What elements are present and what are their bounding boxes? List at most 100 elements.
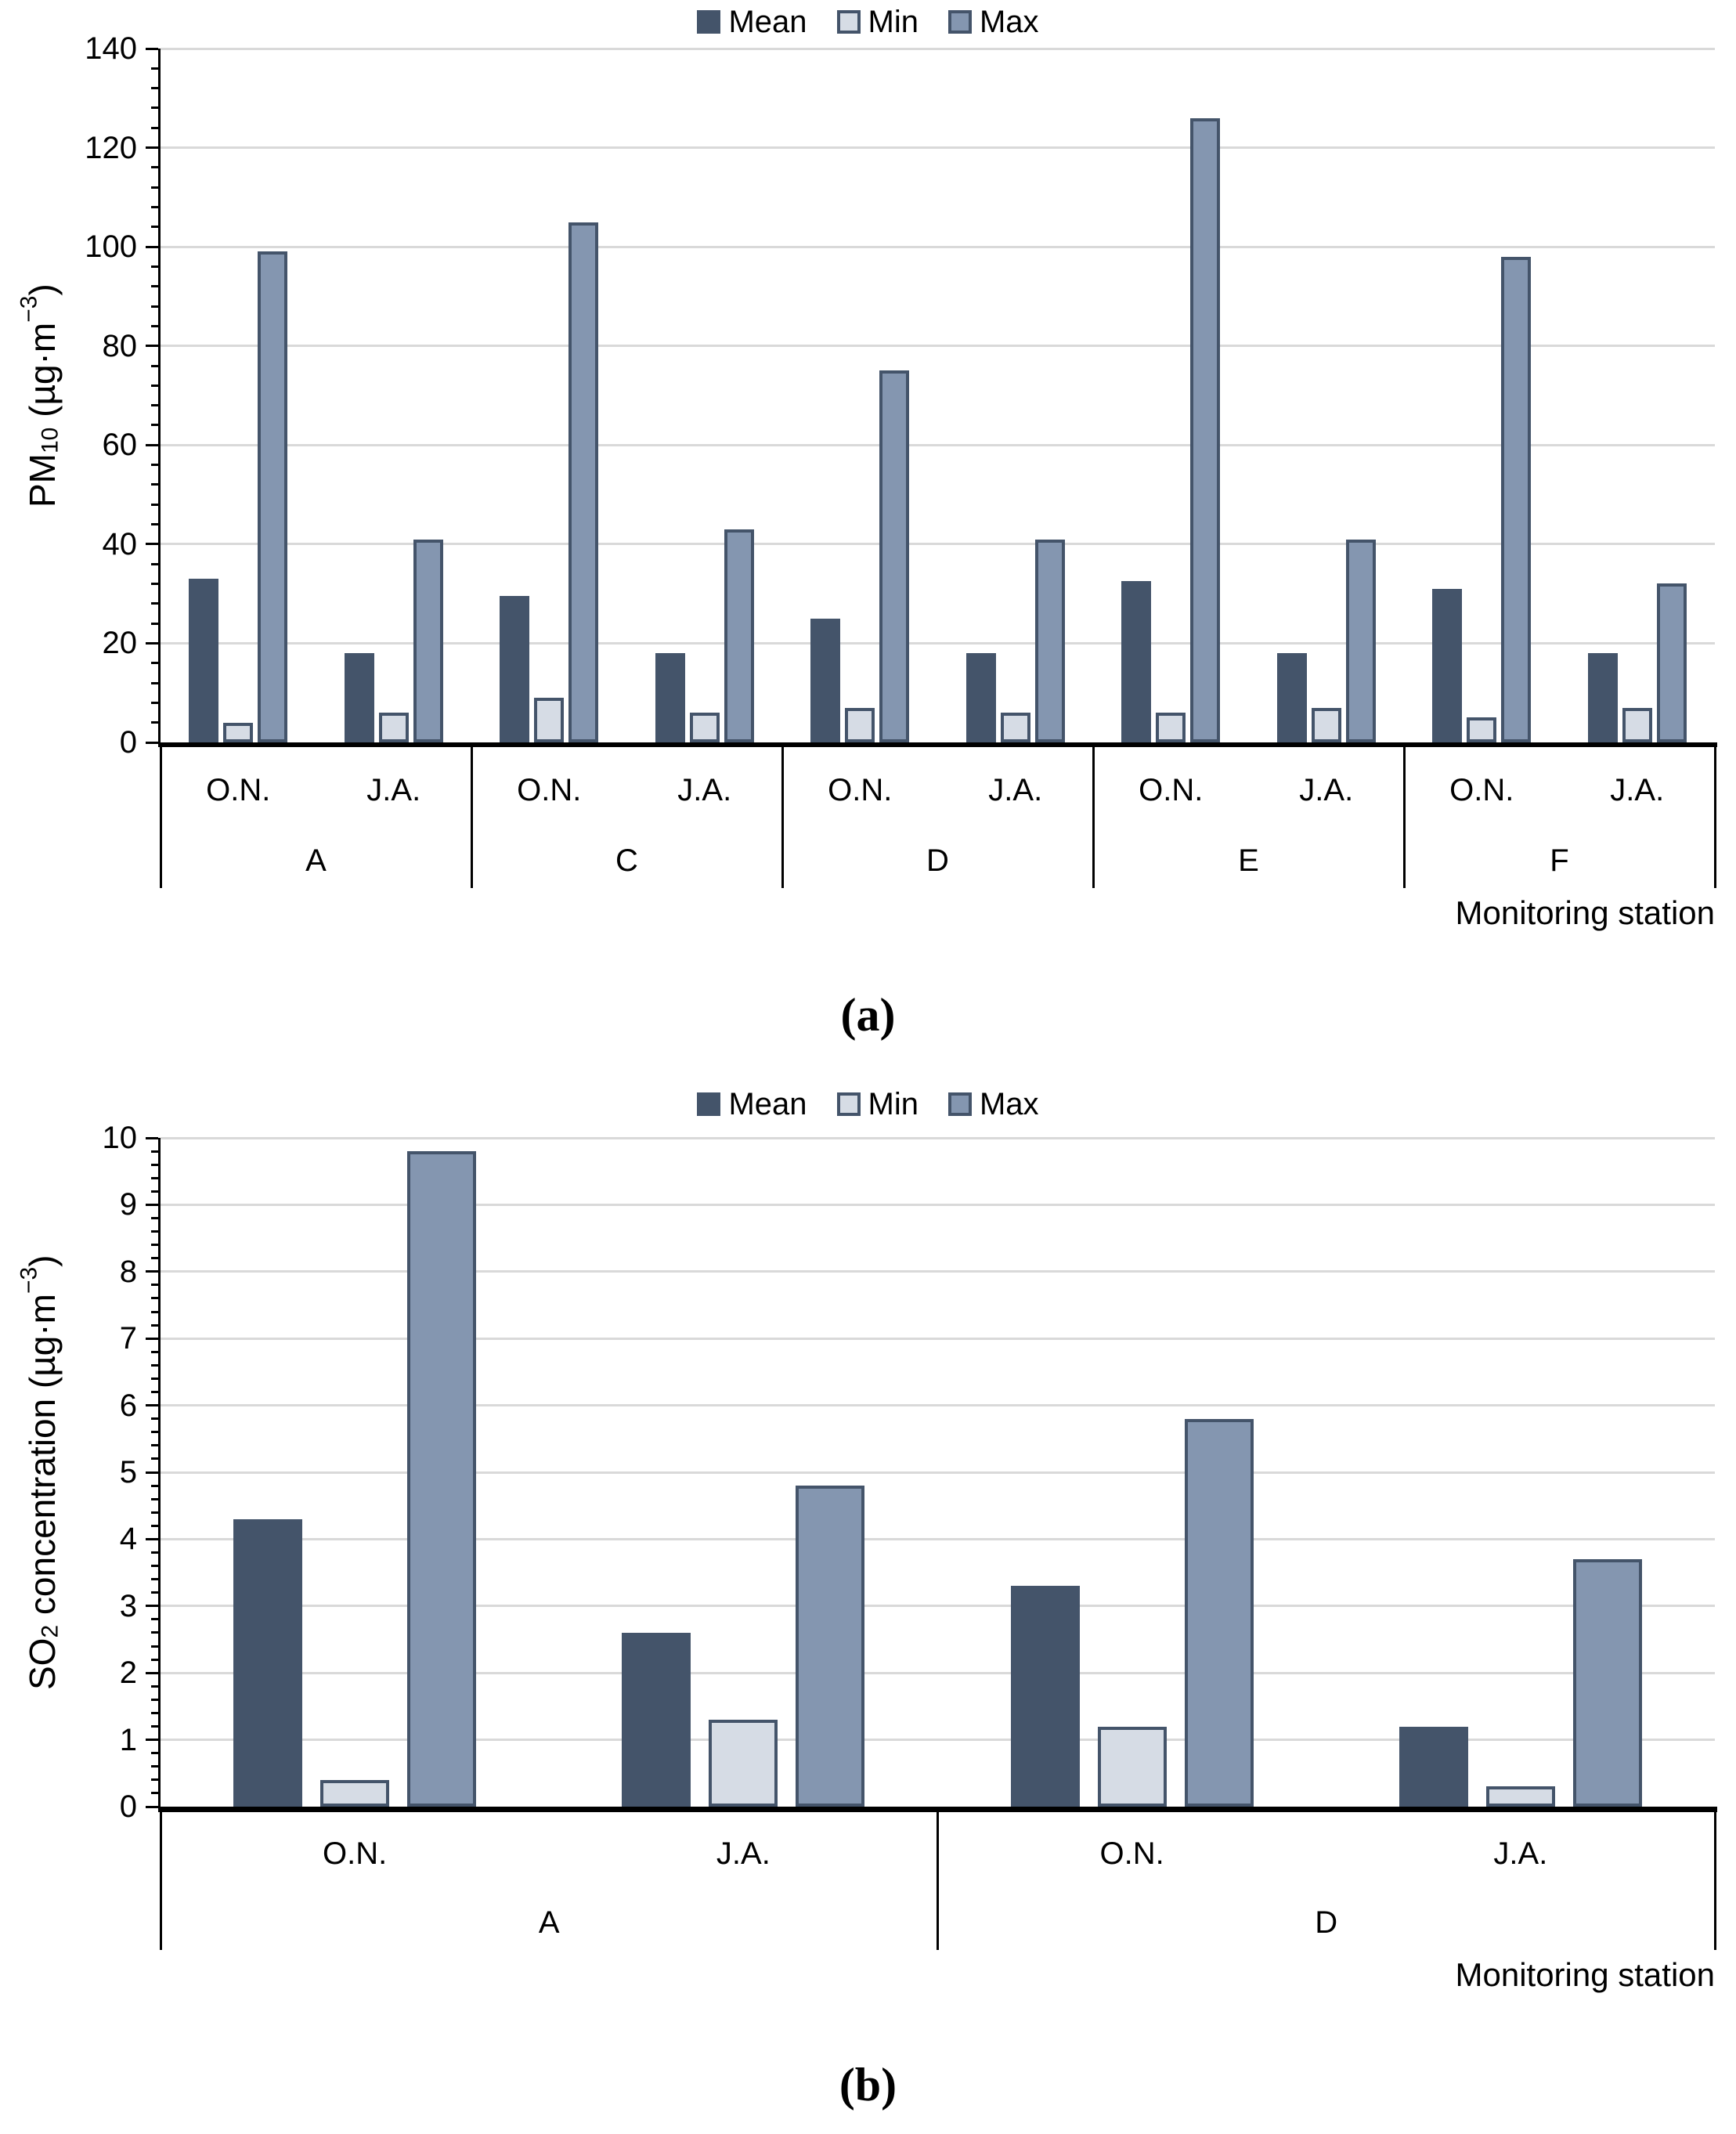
y-minor-tick — [151, 1363, 158, 1367]
legend-item-max: Max — [947, 1087, 1039, 1122]
station-label: A — [538, 1905, 560, 1940]
bar-max — [1572, 1559, 1642, 1807]
bar-mean — [500, 596, 530, 742]
y-tick-label: 2 — [119, 1656, 137, 1691]
y-major-tick — [146, 1471, 158, 1474]
y-major-tick — [146, 1537, 158, 1540]
bar-max — [879, 370, 910, 742]
y-tick-label: 80 — [102, 328, 138, 363]
y-tick-label: 120 — [85, 130, 137, 165]
y-minor-tick — [151, 1457, 158, 1461]
legend-label-mean: Mean — [728, 1086, 807, 1121]
y-minor-tick — [151, 1645, 158, 1648]
y-minor-tick — [151, 87, 158, 90]
bar-max — [796, 1486, 865, 1807]
station-label: D — [1315, 1905, 1338, 1940]
y-minor-tick — [151, 384, 158, 387]
caption-a: (a) — [840, 989, 896, 1041]
y-tick-label: 40 — [102, 526, 138, 561]
station-divider — [1713, 747, 1716, 888]
y-minor-tick — [151, 1497, 158, 1500]
legend-item-min: Min — [836, 1086, 919, 1122]
bar-min — [1467, 717, 1497, 742]
y-minor-tick — [151, 1444, 158, 1447]
station-divider — [470, 747, 473, 888]
bar-max — [1656, 583, 1687, 742]
y-minor-tick — [151, 562, 158, 565]
y-minor-tick — [151, 305, 158, 308]
y-major-tick — [146, 146, 158, 150]
bar-mean — [1010, 1586, 1080, 1807]
y-tick-label: 20 — [102, 626, 138, 661]
y-minor-tick — [151, 424, 158, 427]
y-minor-tick — [151, 681, 158, 684]
legend-label-max: Max — [979, 4, 1039, 39]
gridline — [161, 641, 1715, 645]
y-minor-tick — [151, 1578, 158, 1581]
y-minor-tick — [151, 483, 158, 486]
y-minor-tick — [151, 1150, 158, 1153]
period-label: J.A. — [988, 773, 1043, 807]
bar-max — [724, 529, 754, 742]
gridline — [161, 543, 1715, 546]
gridline — [161, 1537, 1715, 1540]
gridline — [161, 245, 1715, 248]
y-major-tick — [146, 1671, 158, 1674]
bar-min — [320, 1779, 390, 1807]
y-minor-tick — [151, 1711, 158, 1714]
y-minor-tick — [151, 1323, 158, 1327]
gridline — [161, 146, 1715, 150]
y-minor-tick — [151, 324, 158, 327]
y-minor-tick — [151, 503, 158, 506]
bar-mean — [655, 653, 685, 742]
max-swatch-icon — [947, 1092, 972, 1116]
legend-item-mean: Mean — [697, 1087, 807, 1122]
y-major-tick — [146, 741, 158, 744]
bar-min — [1485, 1786, 1555, 1807]
legend-label-min: Min — [868, 4, 919, 39]
gridline — [161, 1203, 1715, 1206]
period-label: O.N. — [517, 773, 582, 807]
y-tick-label: 4 — [119, 1522, 137, 1557]
y-minor-tick — [151, 1284, 158, 1287]
gridline — [161, 1270, 1715, 1273]
legend-label-min: Min — [868, 1086, 919, 1121]
bar-mean — [189, 579, 219, 742]
y-major-tick — [146, 245, 158, 248]
y-minor-tick — [151, 265, 158, 268]
y-tick-label: 10 — [102, 1121, 138, 1155]
bar-min — [223, 722, 254, 742]
y-tick-label: 1 — [119, 1722, 137, 1757]
gridline — [161, 1136, 1715, 1139]
y-minor-tick — [151, 166, 158, 169]
mean-swatch-icon — [697, 10, 721, 34]
period-label: J.A. — [677, 773, 732, 807]
gridline — [161, 1739, 1715, 1742]
y-minor-tick — [151, 721, 158, 724]
gridline — [161, 47, 1715, 50]
bar-mean — [1399, 1726, 1468, 1807]
gridline — [161, 443, 1715, 446]
gridline — [161, 1605, 1715, 1608]
y-minor-tick — [151, 1752, 158, 1755]
bar-mean — [965, 653, 996, 742]
y-major-tick — [146, 443, 158, 446]
x-axis-line — [158, 1807, 1717, 1812]
bar-mean — [233, 1518, 303, 1807]
y-minor-tick — [151, 622, 158, 625]
y-minor-tick — [151, 1377, 158, 1380]
y-minor-tick — [151, 1310, 158, 1313]
bar-max — [1034, 539, 1065, 742]
y-minor-tick — [151, 1524, 158, 1527]
period-label: J.A. — [716, 1836, 771, 1871]
y-minor-tick — [151, 1684, 158, 1688]
y-minor-tick — [151, 1244, 158, 1247]
y-minor-tick — [151, 523, 158, 526]
y-minor-tick — [151, 1190, 158, 1193]
bar-min — [689, 713, 720, 742]
legend-label-mean: Mean — [728, 4, 807, 39]
period-label: O.N. — [206, 773, 271, 807]
y-tick-label: 6 — [119, 1388, 137, 1423]
y-tick-label: 100 — [85, 229, 137, 265]
